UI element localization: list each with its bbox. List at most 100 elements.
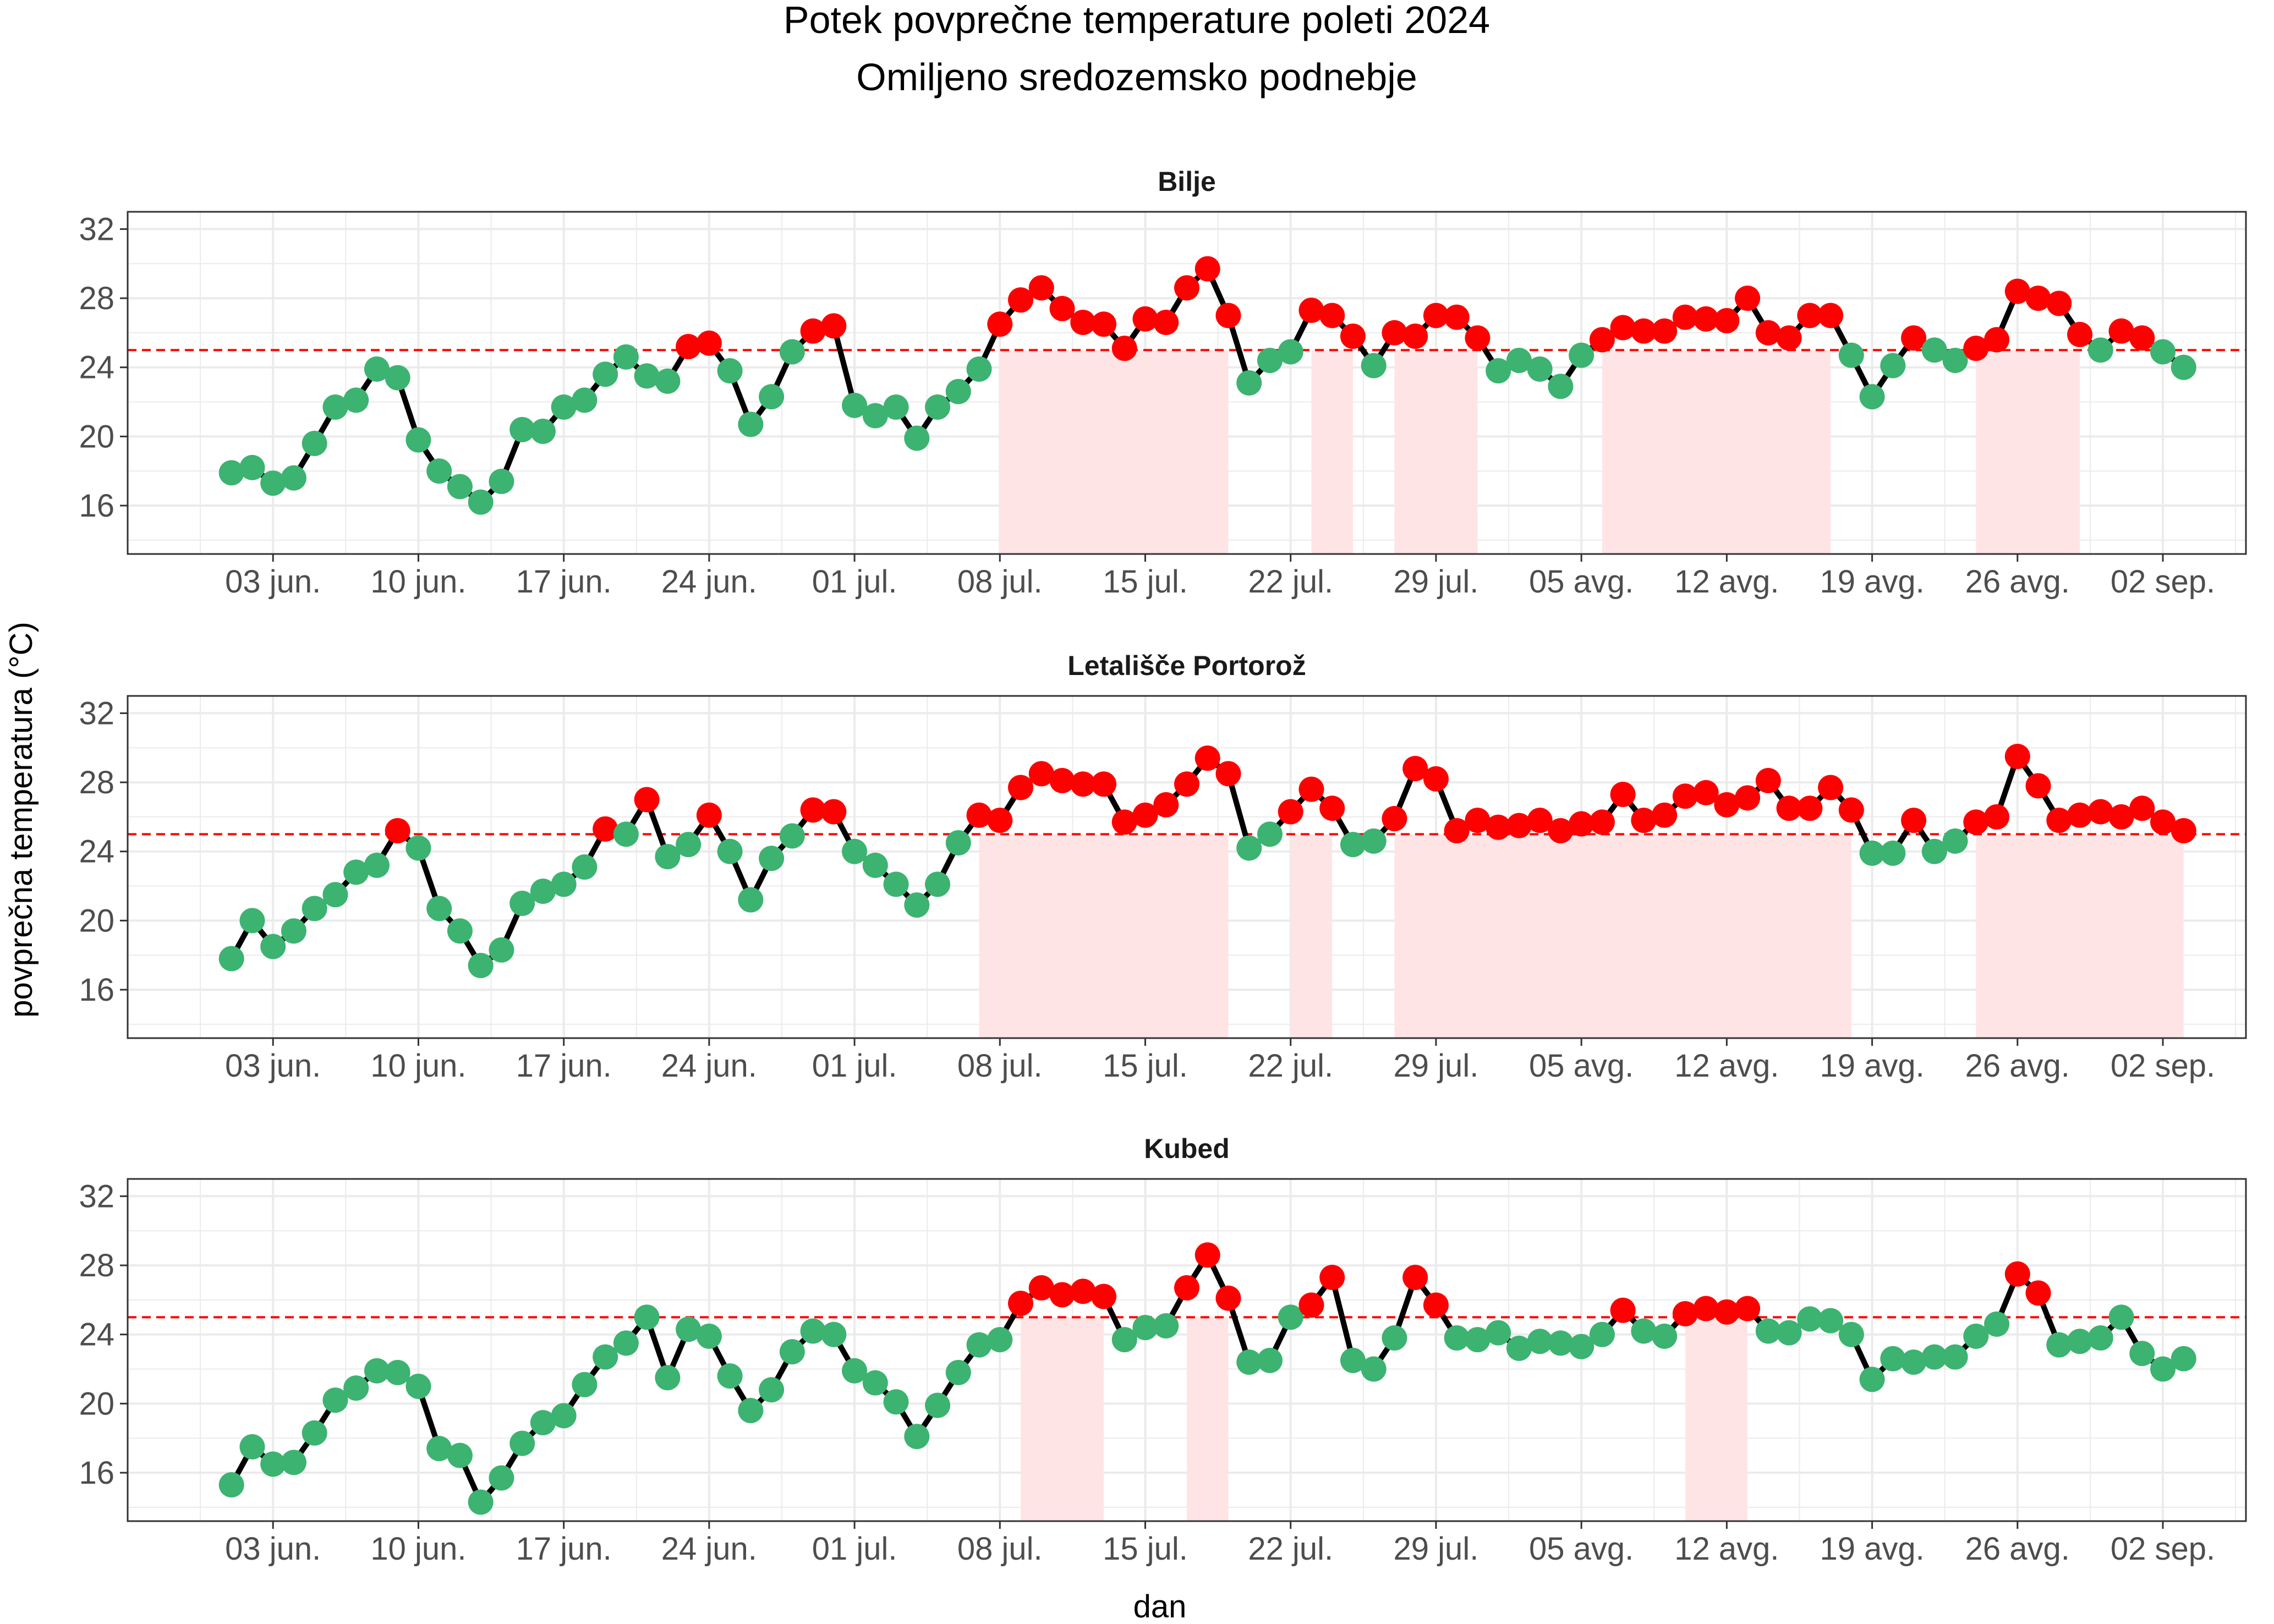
data-point: [696, 802, 722, 828]
data-point: [260, 1451, 286, 1477]
x-tick-label: 17 jun.: [516, 564, 612, 600]
data-point: [364, 356, 390, 382]
data-point: [634, 1304, 660, 1330]
data-point: [1776, 1320, 1802, 1346]
data-point: [1818, 1308, 1844, 1334]
data-point: [1153, 792, 1179, 818]
data-point: [551, 871, 577, 897]
data-point: [1610, 315, 1636, 341]
x-tick-label: 08 jul.: [957, 1531, 1043, 1567]
x-tick-label: 02 sep.: [2111, 1048, 2215, 1084]
data-point: [1070, 771, 1096, 797]
data-point: [862, 1370, 888, 1396]
data-point: [1735, 1296, 1761, 1321]
x-tick-label: 19 avg.: [1820, 1531, 1924, 1567]
data-point: [1215, 303, 1241, 328]
data-point: [2129, 325, 2155, 351]
data-point: [1257, 821, 1283, 847]
data-point: [1859, 1367, 1885, 1392]
data-point: [1049, 1282, 1075, 1308]
data-point: [572, 387, 598, 413]
heatwave-shade: [1394, 350, 1478, 554]
data-point: [1319, 1265, 1345, 1291]
data-point: [426, 458, 452, 484]
data-point: [1132, 802, 1158, 828]
data-point: [1506, 813, 1532, 838]
x-tick-label: 05 avg.: [1529, 564, 1634, 600]
data-point: [1382, 320, 1407, 345]
data-point: [2046, 290, 2072, 316]
data-point: [1901, 1349, 1927, 1375]
x-tick-label: 12 avg.: [1674, 564, 1779, 600]
data-point: [655, 368, 681, 394]
y-tick-label: 32: [79, 211, 114, 247]
data-point: [1423, 766, 1449, 792]
data-point: [1984, 1311, 2010, 1337]
data-point: [509, 1430, 535, 1456]
panel-2: Kubed 16 20 24 28 32 03 jun. 10 jun. 17 jun. 24 j…: [79, 1133, 2247, 1567]
data-point: [1444, 818, 1470, 844]
x-tick-label: 08 jul.: [957, 564, 1043, 600]
data-point: [1008, 775, 1034, 800]
data-point: [1236, 835, 1262, 861]
data-point: [1049, 767, 1075, 793]
data-point: [1672, 304, 1698, 330]
data-point: [2171, 1346, 2196, 1371]
data-point: [1028, 761, 1054, 787]
data-point: [738, 412, 764, 437]
data-point: [302, 430, 327, 456]
data-point: [468, 1489, 494, 1515]
data-point: [1652, 1323, 1678, 1349]
data-point: [634, 787, 660, 813]
data-point: [1589, 1321, 1615, 1347]
data-point: [2046, 808, 2072, 833]
data-point: [1132, 306, 1158, 332]
data-point: [1859, 840, 1885, 866]
data-point: [1589, 809, 1615, 835]
x-tick-label: 15 jul.: [1103, 1048, 1188, 1084]
data-point: [509, 416, 535, 442]
x-tick-label: 22 jul.: [1248, 564, 1333, 600]
x-tick-label: 29 jul.: [1394, 1048, 1479, 1084]
data-point: [2067, 802, 2093, 828]
x-tick-label: 12 avg.: [1674, 1531, 1779, 1567]
x-tick-label: 02 sep.: [2111, 1531, 2215, 1567]
heatwave-shade: [1976, 350, 2080, 554]
chart-title: Potek povprečne temperature poleti 2024: [783, 0, 1490, 41]
data-point: [800, 1318, 826, 1344]
y-tick-label: 16: [79, 972, 114, 1008]
data-point: [593, 361, 618, 387]
x-tick-label: 03 jun.: [225, 1531, 321, 1567]
data-point: [489, 1465, 514, 1491]
data-point: [302, 1420, 327, 1446]
data-point: [2004, 278, 2030, 304]
data-point: [1278, 799, 1303, 825]
y-tick-label: 24: [79, 350, 114, 386]
data-point: [1402, 1265, 1428, 1291]
data-point: [1298, 298, 1324, 323]
data-point: [1340, 832, 1366, 858]
data-point: [1486, 1320, 1511, 1346]
data-point: [1672, 1301, 1698, 1327]
heatwave-shade: [1021, 1317, 1104, 1521]
data-point: [1735, 785, 1761, 811]
data-point: [322, 882, 348, 908]
data-point: [1652, 318, 1678, 344]
data-point: [343, 1375, 369, 1401]
data-point: [1714, 792, 1740, 818]
x-tick-label: 15 jul.: [1103, 1531, 1188, 1567]
data-point: [1402, 755, 1428, 781]
data-point: [1693, 306, 1719, 332]
data-point: [634, 363, 660, 389]
data-point: [883, 871, 909, 897]
data-point: [842, 392, 868, 418]
data-point: [572, 854, 598, 880]
x-tick-label: 02 sep.: [2111, 564, 2215, 600]
data-point: [759, 1377, 785, 1403]
data-point: [530, 418, 556, 444]
data-point: [1153, 310, 1179, 336]
data-point: [1111, 1327, 1137, 1353]
data-point: [322, 394, 348, 420]
x-tick-label: 01 jul.: [812, 1531, 897, 1567]
data-point: [551, 1403, 577, 1429]
